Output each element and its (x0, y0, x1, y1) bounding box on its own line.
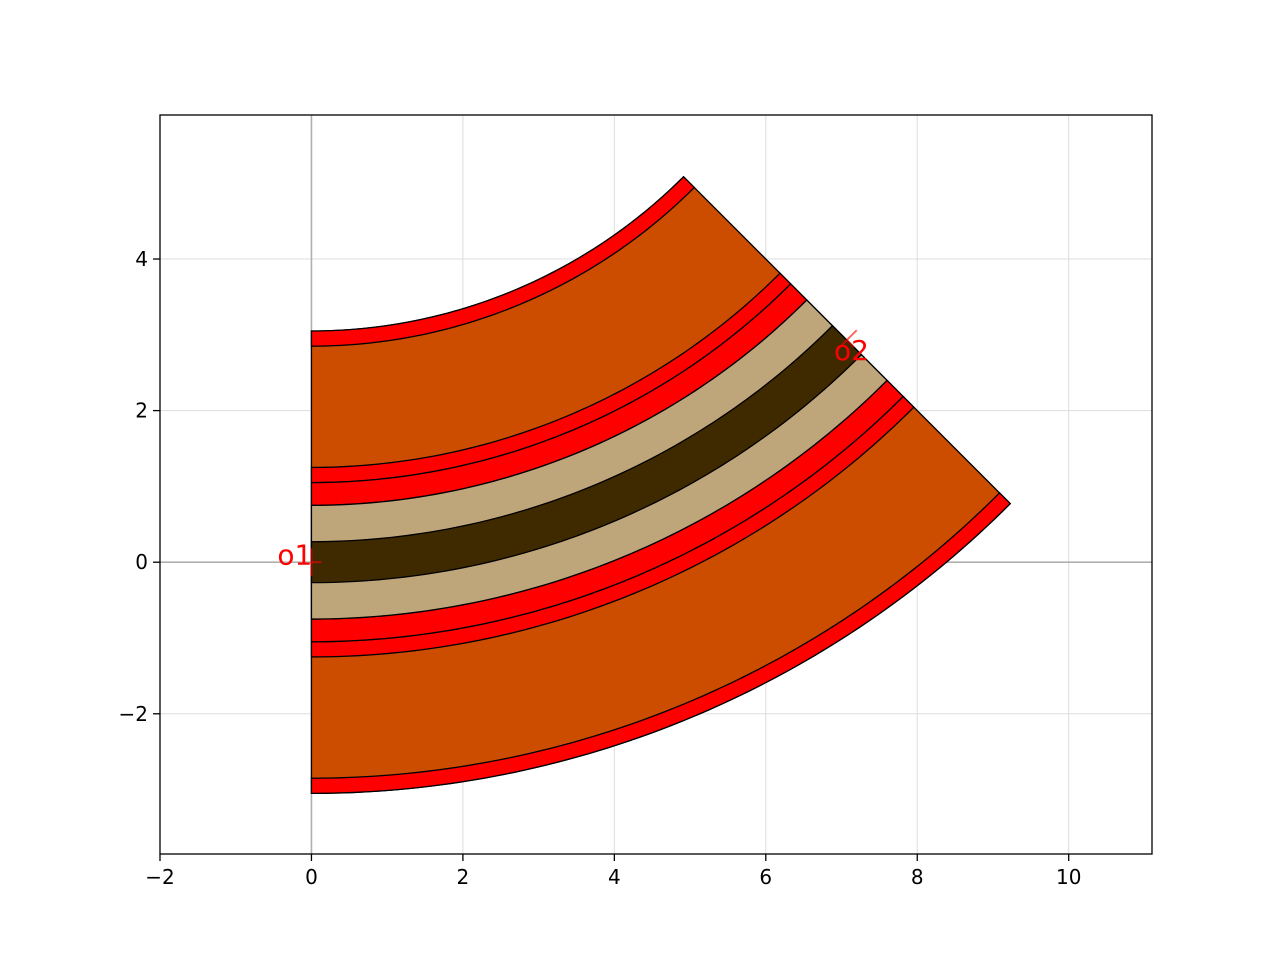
x-tick-label: −2 (145, 865, 174, 889)
x-tick-label: 10 (1056, 865, 1081, 889)
port-label-o2: o2 (834, 334, 869, 367)
layer-band-metal (310, 175, 696, 347)
port-direction (846, 339, 855, 348)
bend-waveguide (310, 175, 1012, 795)
x-tick-label: 0 (305, 865, 318, 889)
axes-frame (159, 114, 1153, 855)
x-tick-label: 8 (911, 865, 924, 889)
x-tick-label: 6 (759, 865, 772, 889)
y-tick-label: 2 (135, 399, 148, 423)
x-tick-label: 2 (457, 865, 470, 889)
y-tick-label: 0 (135, 550, 148, 574)
port-label-o1: o1 (277, 539, 312, 572)
ports: o1 o2 (277, 329, 869, 577)
layer-band-metal (310, 492, 1012, 795)
x-tick-label: 4 (608, 865, 621, 889)
axis-ticks: −2 0 2 4 6 8 10 −2 0 2 4 (119, 247, 1082, 889)
y-tick-label: −2 (119, 702, 148, 726)
layer-band-core (310, 324, 863, 584)
y-tick-label: 4 (135, 247, 148, 271)
